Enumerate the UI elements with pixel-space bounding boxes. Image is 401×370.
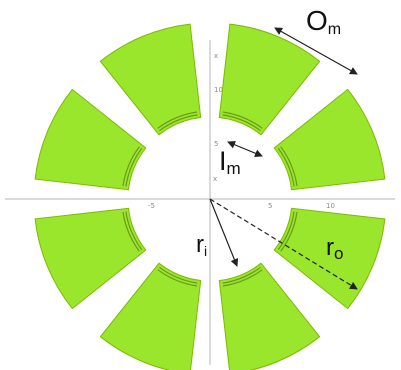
y-tick-upper: 10: [214, 86, 223, 94]
segment-inner-edge-line: [122, 211, 140, 252]
y-tick-mid: 5: [214, 140, 218, 148]
segment-inner-edge-line: [277, 148, 295, 187]
segment-inner-edge-line: [159, 266, 198, 284]
magnet-segment: [218, 262, 321, 370]
y-tick-near: x: [213, 175, 217, 183]
segment-inner-edge-line: [222, 266, 261, 284]
x-tick-right-1: 5: [268, 202, 272, 210]
segment-inner-edge-line: [125, 148, 143, 187]
magnet-segment: [273, 88, 386, 191]
outer-arc-label: Om: [306, 5, 341, 38]
segment-inner-edge-line: [280, 146, 298, 187]
magnet-segment: [99, 262, 202, 370]
segment-inner-edge-line: [222, 114, 261, 132]
x-tick-right-2: 10: [326, 202, 335, 210]
inner-arc-dimension-arrow: [227, 140, 263, 158]
segment-inner-edge-line: [222, 269, 263, 287]
segment-inner-edge-line: [277, 211, 295, 250]
segment-inner-edge-line: [157, 269, 198, 287]
inner-arc-label: Im: [219, 146, 241, 178]
inner-radius-arrow: [209, 198, 239, 267]
outer-arc-dimension-arrow: [274, 27, 358, 75]
segment-inner-edge-line: [125, 211, 143, 250]
inner-radius-label: ri: [196, 231, 207, 259]
segment-inner-edge-line: [157, 111, 198, 129]
magnet-segment: [99, 23, 202, 136]
segment-inner-edge-line: [222, 111, 263, 129]
outer-radius-arrow: [209, 198, 358, 290]
segment-inner-edge-line: [159, 114, 198, 132]
magnet-segment: [34, 207, 147, 310]
magnet-segment: [34, 88, 147, 191]
segment-inner-edge-line: [122, 146, 140, 187]
magnet-segments: [34, 23, 386, 370]
y-tick-top: x: [214, 52, 218, 60]
segment-inner-edge-line: [280, 211, 298, 252]
outer-radius-label: ro: [326, 234, 343, 263]
x-tick-left: -5: [148, 202, 155, 210]
magnet-segment: [218, 23, 321, 136]
